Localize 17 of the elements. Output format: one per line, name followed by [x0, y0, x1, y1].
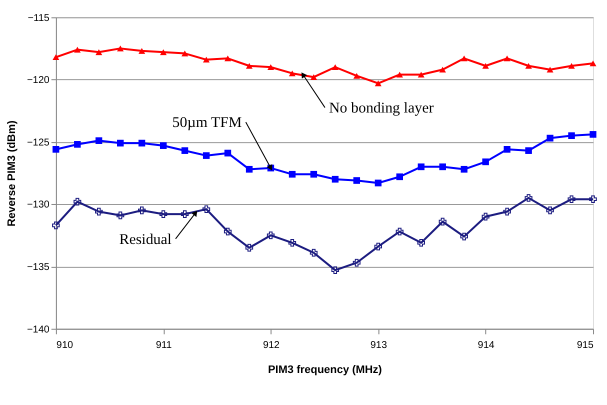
- x-tick-label: 911: [156, 340, 172, 352]
- annotation: 50µm TFM: [172, 115, 242, 132]
- x-tick-label: 914: [478, 340, 495, 352]
- x-tick-label: 913: [370, 340, 388, 352]
- y-tick-label: −130: [26, 200, 50, 211]
- y-tick-label: −115: [28, 12, 50, 24]
- x-tick-label: 912: [262, 340, 280, 352]
- x-tick-label: 910: [56, 340, 74, 352]
- y-tick-label: −120: [26, 75, 50, 86]
- annotation: Residual: [119, 232, 172, 248]
- y-tick-label: −125: [26, 137, 50, 148]
- annotation: No bonding layer: [328, 100, 434, 117]
- y-tick-label: −140: [26, 324, 50, 336]
- x-tick-label: 915: [576, 340, 594, 352]
- x-axis-title: PIM3 frequency (MHz): [268, 364, 382, 376]
- y-axis-title: Reverse PIM3 (dBm): [6, 120, 18, 227]
- y-tick-label: −135: [26, 262, 50, 273]
